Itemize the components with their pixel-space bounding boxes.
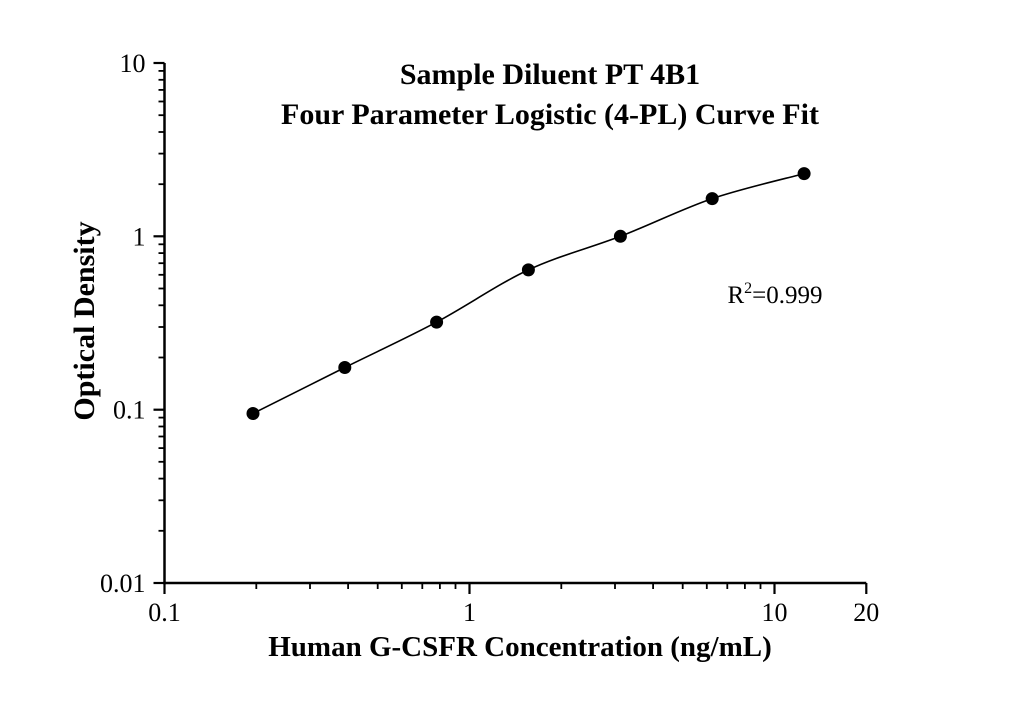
r-squared-value: =0.999 bbox=[752, 282, 823, 309]
data-point bbox=[521, 263, 535, 277]
fit-curve bbox=[252, 172, 805, 415]
chart-title-line1: Sample Diluent PT 4B1 bbox=[399, 58, 701, 91]
chart-title: Sample Diluent PT 4B1 Four Parameter Log… bbox=[150, 55, 950, 135]
r-squared-base: R bbox=[727, 282, 745, 309]
x-tick-label: 10 bbox=[762, 598, 788, 627]
x-axis-label: Human G-CSFR Concentration (ng/mL) bbox=[268, 631, 772, 663]
x-tick-label: 20 bbox=[853, 598, 879, 627]
data-point bbox=[246, 407, 260, 420]
y-tick-label: 0.01 bbox=[100, 569, 146, 598]
x-tick-label: 1 bbox=[463, 598, 476, 627]
r-squared-annotation: R2=0.999 bbox=[727, 280, 823, 310]
chart-title-line2: Four Parameter Logistic (4-PL) Curve Fit bbox=[281, 98, 819, 131]
r-squared-exponent: 2 bbox=[744, 280, 753, 297]
data-point bbox=[613, 229, 627, 243]
data-point bbox=[430, 315, 444, 329]
y-tick-label: 1 bbox=[133, 222, 146, 251]
x-tick-label: 0.1 bbox=[148, 598, 181, 627]
data-point bbox=[338, 361, 352, 374]
y-tick-label: 0.1 bbox=[113, 396, 146, 425]
data-point bbox=[797, 167, 811, 181]
y-tick-label: 10 bbox=[120, 49, 146, 78]
data-point bbox=[705, 192, 719, 206]
